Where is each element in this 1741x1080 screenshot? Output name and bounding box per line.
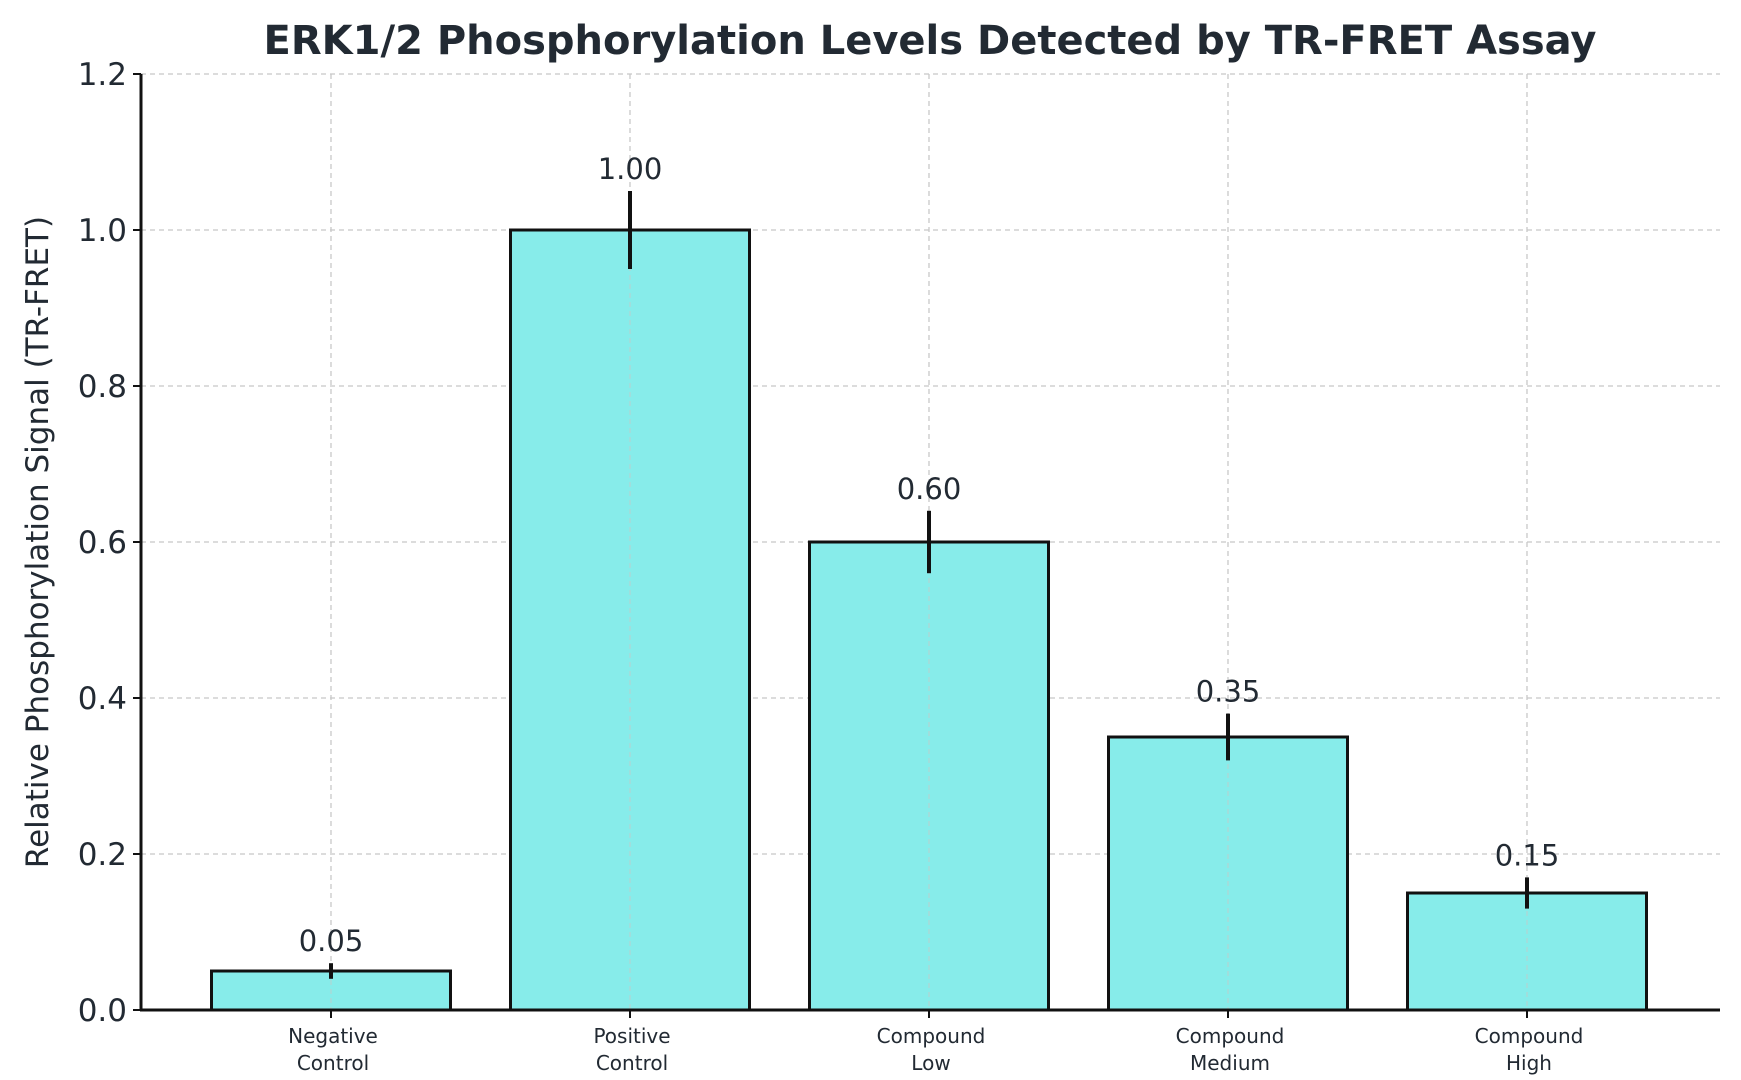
y-tick-label: 0.6 bbox=[78, 525, 127, 561]
x-tick-label: Low bbox=[911, 1051, 950, 1075]
x-tick-label: Compound bbox=[1176, 1024, 1285, 1048]
x-tick-label: Medium bbox=[1190, 1051, 1270, 1075]
labels: 0.0 0.2 0.4 0.6 0.8 1.0 1.2 0.05 Negative Control… bbox=[78, 57, 1584, 1075]
value-label: 0.15 bbox=[1495, 838, 1560, 872]
y-tick-label: 0.0 bbox=[78, 993, 127, 1029]
x-tick-label: Compound bbox=[1475, 1024, 1584, 1048]
x-tick-label: Negative bbox=[288, 1024, 378, 1048]
x-tick-label: Positive bbox=[593, 1024, 670, 1048]
x-tick-label: Control bbox=[596, 1051, 668, 1075]
y-tick-label: 0.8 bbox=[78, 369, 127, 405]
x-tick-label: Control bbox=[297, 1051, 369, 1075]
y-tick-label: 0.4 bbox=[78, 681, 127, 717]
x-tick-label: Compound bbox=[877, 1024, 986, 1048]
value-label: 0.60 bbox=[897, 472, 962, 506]
value-label: 0.05 bbox=[299, 924, 364, 958]
axes bbox=[133, 73, 1720, 1018]
bars bbox=[210, 191, 1648, 1012]
y-tick-label: 0.2 bbox=[78, 837, 127, 873]
chart-title: ERK1/2 Phosphorylation Levels Detected b… bbox=[264, 18, 1597, 64]
value-label: 1.00 bbox=[598, 152, 663, 186]
y-axis-label: Relative Phosphorylation Signal (TR-FRET… bbox=[20, 216, 56, 868]
y-tick-label: 1.0 bbox=[78, 213, 127, 249]
y-tick-label: 1.2 bbox=[78, 57, 127, 93]
value-label: 0.35 bbox=[1196, 675, 1261, 709]
x-tick-label: High bbox=[1506, 1051, 1552, 1075]
